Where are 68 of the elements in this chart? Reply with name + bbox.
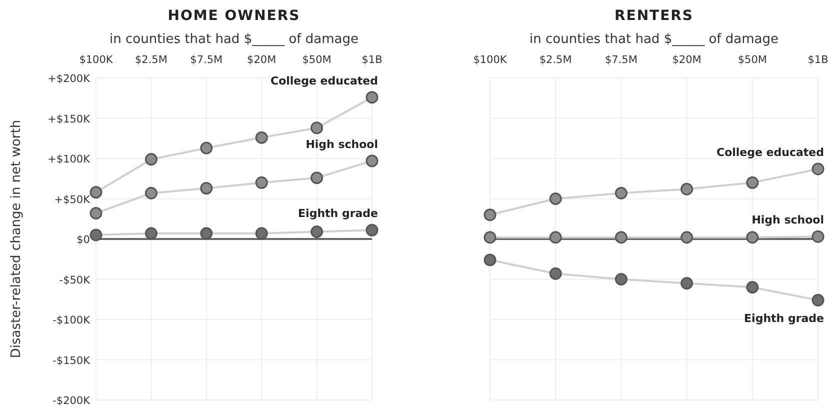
series-label: Eighth grade	[744, 312, 824, 326]
point	[812, 294, 824, 306]
point	[366, 154, 378, 168]
x-tick-label: $50M	[302, 54, 332, 66]
x-tick-label: $50M	[738, 54, 767, 66]
series-label: College educated	[716, 146, 824, 159]
point	[614, 186, 628, 200]
point	[144, 186, 158, 200]
point	[484, 254, 496, 266]
point	[310, 122, 324, 134]
point	[144, 153, 158, 166]
point	[484, 208, 496, 222]
point	[366, 224, 378, 236]
x-tick-label: $7.5M	[190, 54, 223, 66]
point	[90, 206, 102, 220]
y-tick-label: -$200K	[52, 395, 92, 407]
point	[614, 231, 628, 244]
point	[549, 267, 562, 280]
x-tick-label: $1B	[808, 54, 828, 66]
chart-title: HOME OWNERS	[168, 8, 300, 24]
chart-subtitle: in counties that had $_____ of damage	[530, 32, 778, 47]
x-tick-label: $2.5M	[539, 54, 572, 66]
point	[90, 228, 102, 242]
x-tick-label: $100K	[79, 54, 114, 66]
point	[255, 131, 268, 144]
point	[255, 176, 268, 189]
point	[310, 226, 324, 238]
series-label: Eighth grade	[298, 207, 378, 220]
series-label: High school	[752, 214, 824, 227]
x-tick-label: $1B	[362, 54, 382, 66]
point	[746, 281, 759, 294]
point	[680, 182, 694, 196]
y-axis-title: Disaster-related change in net worth	[9, 120, 24, 358]
point	[200, 142, 213, 154]
point	[310, 172, 324, 184]
point	[200, 227, 213, 240]
point	[549, 231, 562, 244]
y-tick-label: -$100K	[52, 314, 92, 326]
x-tick-label: $2.5M	[134, 54, 168, 66]
point	[614, 273, 628, 286]
x-tick-label: $20M	[672, 54, 702, 66]
point	[746, 176, 759, 189]
x-tick-label: $100K	[473, 54, 508, 66]
y-tick-label: -$150K	[52, 354, 92, 367]
y-tick-label: $0	[76, 234, 90, 246]
point	[549, 192, 562, 205]
y-tick-label: +$200K	[48, 73, 92, 85]
chart-subtitle: in counties that had $_____ of damage	[110, 32, 358, 47]
y-tick-label: +$50K	[54, 194, 92, 206]
y-tick-label: +$100K	[48, 154, 92, 166]
point	[812, 162, 824, 176]
x-tick-label: $7.5M	[604, 54, 638, 66]
x-tick-label: $20M	[247, 54, 276, 66]
point	[144, 227, 158, 240]
point	[200, 182, 213, 195]
y-tick-label: -$50K	[59, 274, 92, 286]
series-label: College educated	[270, 74, 378, 88]
y-tick-label: +$150K	[48, 113, 92, 126]
point	[680, 231, 694, 244]
point	[255, 227, 268, 240]
series-label: High school	[306, 138, 378, 151]
point	[366, 91, 378, 104]
point	[746, 231, 759, 244]
point	[680, 277, 694, 290]
point	[484, 231, 496, 244]
chart-title: RENTERS	[614, 8, 694, 24]
point	[812, 230, 824, 243]
point	[90, 186, 102, 199]
